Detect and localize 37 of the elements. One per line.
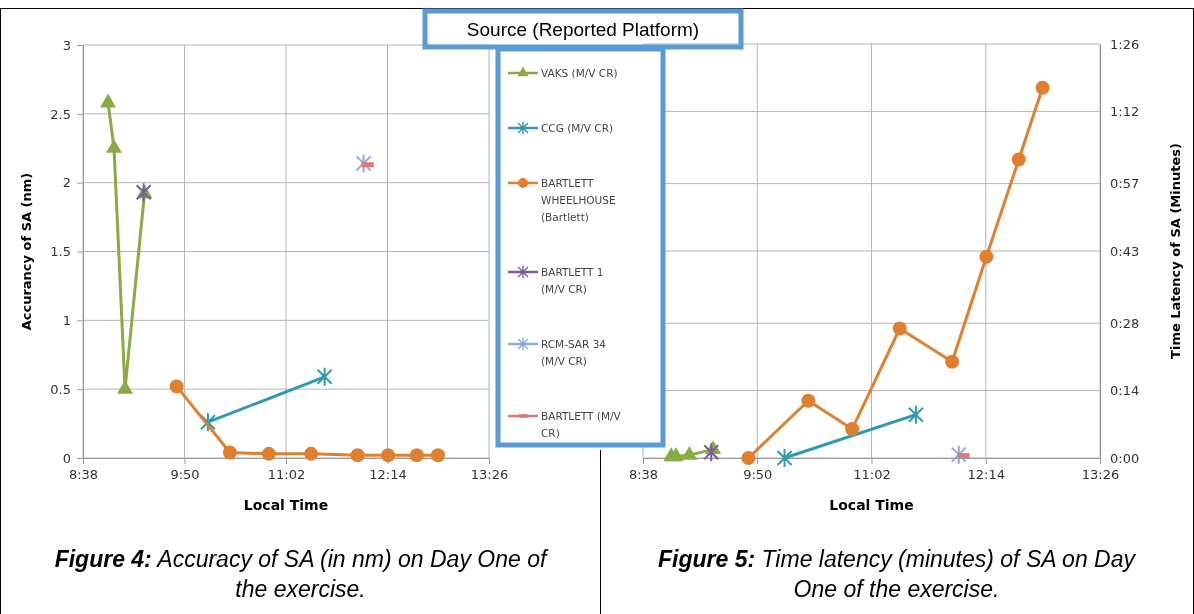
y2-tick-label: 1:12 — [1110, 104, 1140, 120]
x-tick-label: 8:38 — [628, 467, 659, 483]
y-tick-label: 0 — [62, 450, 71, 466]
y2-tick-label: 0:28 — [1110, 315, 1140, 331]
y-tick-label: 1.5 — [50, 244, 71, 260]
legend-label: BARTLETT (M/V CR) — [541, 410, 622, 439]
y-tick-label: 0.5 — [50, 381, 71, 397]
y-tick-label: 1 — [62, 312, 71, 328]
y-axis-title: Accurancy of SA (nm) — [19, 172, 34, 331]
x-tick-label: 12:14 — [967, 467, 1005, 483]
legend-title: Source (Reported Platform) — [466, 19, 700, 40]
x-axis-title: Local Time — [829, 497, 914, 513]
x-tick-label: 9:50 — [170, 467, 200, 483]
legend-label: BARTLETT WHEELHOUSE (Bartlett) — [541, 177, 616, 223]
x-axis-title: Local Time — [243, 497, 329, 513]
y-tick-label: 2.5 — [50, 106, 71, 122]
y2-tick-label: 1:26 — [1110, 36, 1140, 52]
y2-tick-label: 0:00 — [1110, 450, 1140, 466]
x-tick-label: 8:38 — [68, 467, 99, 483]
y2-tick-label: 0:14 — [1110, 383, 1140, 399]
legend-label: CCG (M/V CR) — [541, 122, 614, 134]
y-tick-label: 2 — [62, 175, 71, 191]
legend-label: VAKS (M/V CR) — [541, 67, 618, 79]
y2-axis-title: Time Latency of SA (Minutes) — [1168, 143, 1183, 359]
x-tick-label: 13:26 — [1081, 467, 1120, 483]
caption: Figure 5: Time latency (minutes) of SA on Day One of the exercise. — [658, 546, 1135, 602]
x-tick-label: 11:02 — [267, 467, 306, 483]
y2-tick-label: 0:43 — [1110, 243, 1140, 259]
x-tick-label: 12:14 — [369, 467, 407, 483]
legend-label: RCM-SAR 34 (M/V CR) — [541, 338, 607, 367]
caption: Figure 4: Accuracy of SA (in nm) on Day One of the exercise. — [54, 546, 547, 602]
x-tick-label: 13:26 — [470, 467, 509, 483]
y2-tick-label: 0:57 — [1110, 176, 1140, 192]
x-tick-label: 9:50 — [743, 467, 773, 483]
y-tick-label: 3 — [62, 37, 71, 53]
x-tick-label: 11:02 — [853, 467, 891, 483]
legend-label: BARTLETT 1 (M/V CR) — [541, 266, 604, 295]
